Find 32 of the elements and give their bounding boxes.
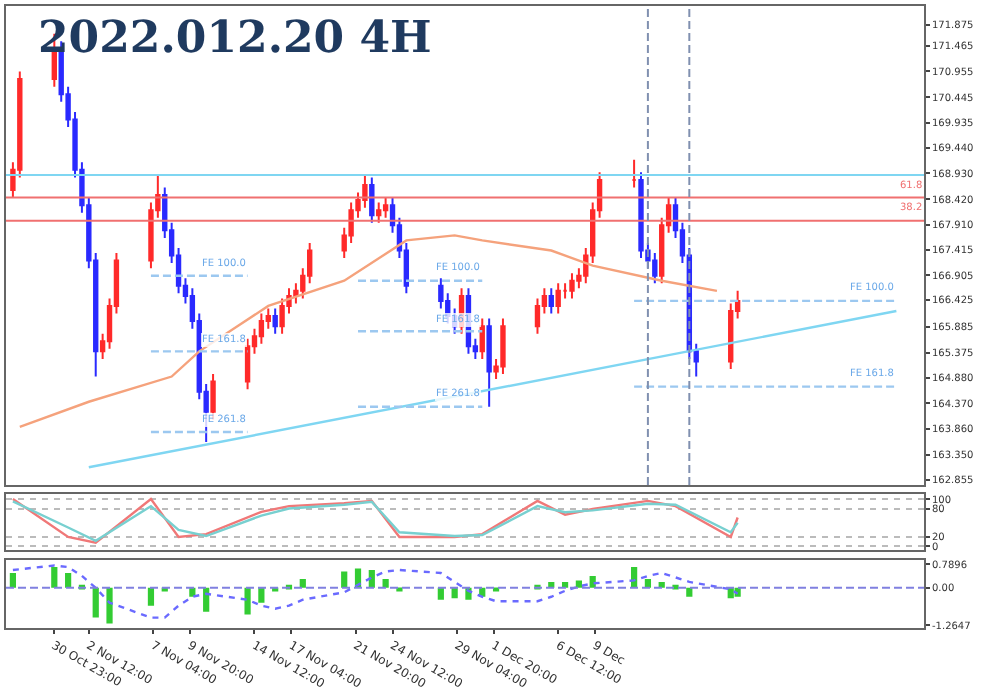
bar	[299, 578, 306, 588]
bar	[258, 587, 265, 603]
candlestick	[555, 282, 561, 315]
bar	[575, 580, 582, 588]
candlestick	[652, 252, 658, 285]
candlestick	[631, 158, 637, 189]
candlestick	[569, 272, 575, 300]
bar	[9, 572, 16, 588]
bar	[341, 571, 348, 588]
candlestick	[376, 201, 382, 224]
line-series	[18, 234, 719, 429]
bar	[203, 587, 210, 612]
candlestick	[500, 317, 506, 376]
bar	[51, 567, 58, 588]
bar	[106, 587, 113, 624]
bar	[244, 587, 251, 615]
bar	[147, 587, 155, 606]
candlestick	[244, 337, 251, 391]
candlestick	[638, 171, 644, 260]
candlestick	[272, 307, 278, 335]
bar	[686, 587, 693, 597]
candlestick	[438, 277, 444, 310]
bar	[65, 572, 72, 588]
candlestick	[382, 196, 389, 219]
candlestick	[479, 317, 485, 360]
chart-title: 2022.012.20 4H	[38, 12, 432, 64]
candlestick	[548, 287, 554, 315]
bar	[382, 578, 389, 588]
bar	[92, 587, 99, 618]
candlestick	[369, 176, 375, 224]
line-series	[11, 564, 739, 619]
candlestick	[486, 317, 492, 408]
